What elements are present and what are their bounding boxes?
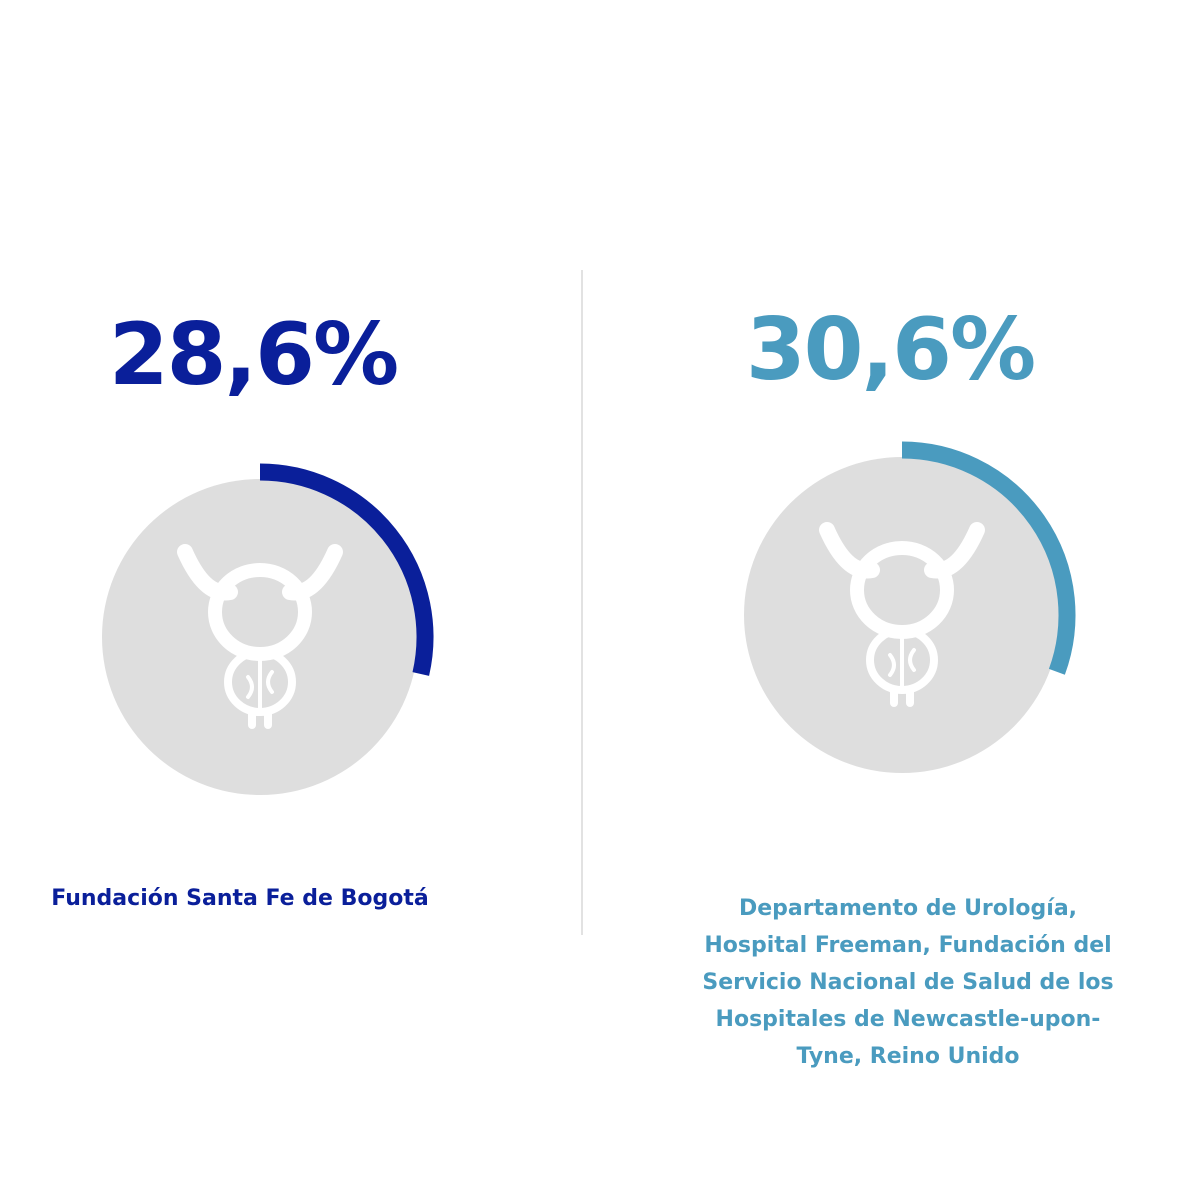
- institution-label: Fundación Santa Fe de Bogotá: [51, 886, 429, 911]
- institution-label: Departamento de Urología, Hospital Freem…: [702, 896, 1114, 1069]
- percentage-label: 30,6%: [745, 300, 1036, 400]
- progress-arc: [259, 463, 434, 676]
- percentage-label: 28,6%: [108, 305, 399, 405]
- gauge-background: [744, 457, 1060, 773]
- bladder-icon: [819, 522, 985, 707]
- progress-arc: [901, 441, 1076, 675]
- bladder-icon: [177, 544, 343, 729]
- gauge-background: [102, 479, 418, 795]
